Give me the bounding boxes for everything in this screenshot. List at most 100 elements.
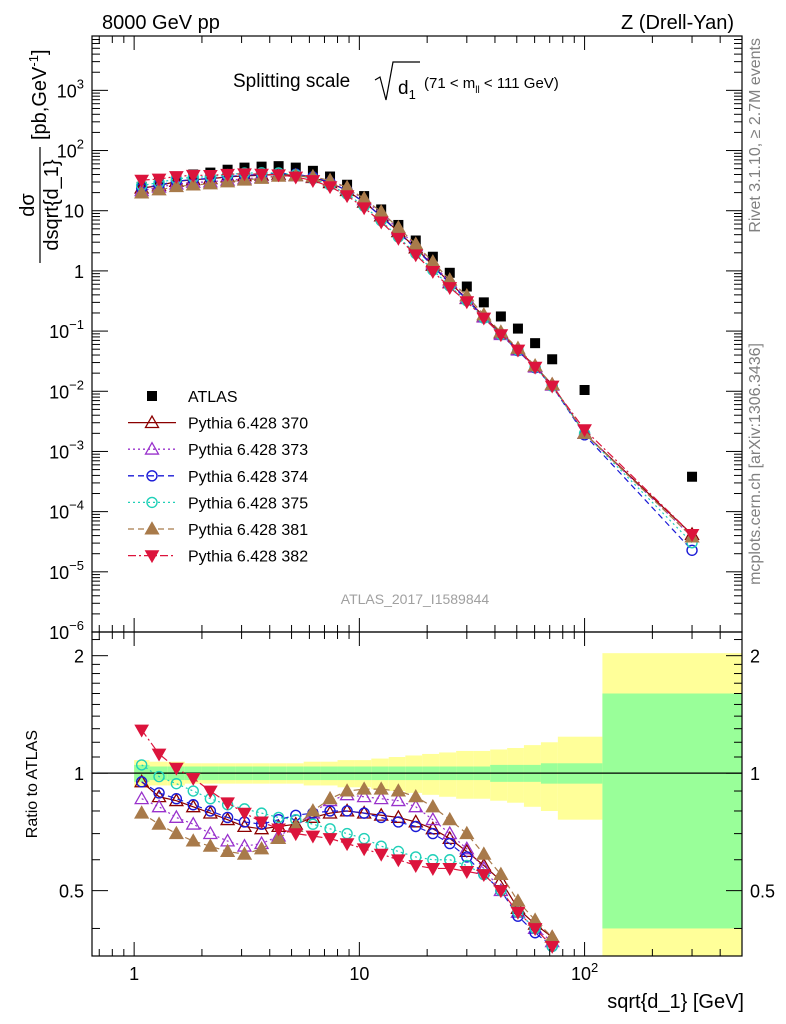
series-p382-ratio-point-shape — [134, 724, 150, 738]
legend-label: Pythia 6.428 370 — [188, 416, 308, 433]
series-p381-ratio-point-shape — [134, 805, 150, 819]
series-p382-point-shape — [459, 296, 475, 310]
y-axis-label: dσ dsqrt{d_1} [pb,GeV-1] — [17, 49, 63, 263]
series-p382-point — [237, 168, 252, 182]
series-p373-ratio-point — [134, 790, 150, 805]
series-p382-point-shape — [185, 169, 201, 183]
y-tick-label: 10−3 — [49, 437, 84, 462]
series-p381-ratio-point — [202, 838, 218, 852]
legend-marker — [146, 470, 158, 482]
legend-label: Pythia 6.428 381 — [188, 522, 308, 539]
series-ATLAS-point-shape — [547, 354, 558, 365]
series-p381-point — [390, 219, 406, 234]
series-p374-ratio-point — [461, 851, 473, 863]
legend-label: Pythia 6.428 382 — [188, 549, 308, 566]
series-p381-point — [202, 176, 218, 190]
series-p382-point — [544, 380, 560, 394]
series-p374-ratio-point — [204, 805, 217, 817]
series-p375-ratio-point-shape — [135, 759, 148, 771]
series-p381-point — [168, 178, 184, 193]
series-ATLAS-point — [495, 311, 506, 322]
series-p381-ratio-point — [134, 805, 150, 819]
series-p375-ratio-point — [307, 818, 319, 830]
series-ATLAS-point — [461, 281, 472, 292]
header-collision-label: 8000 GeV pp — [102, 12, 220, 34]
series-p381-ratio-point — [322, 790, 338, 805]
series-p381-ratio-point-shape — [476, 846, 492, 860]
series-p382-point — [339, 190, 355, 204]
series-p374-ratio-point-shape — [461, 851, 473, 863]
series-p382-ratio-point — [271, 823, 286, 837]
legend: ATLAS Pythia 6.428 370 Pythia 6.428 373 Pyt… — [128, 389, 308, 566]
series-p374-ratio-point — [135, 776, 148, 788]
series-p381-ratio-point-shape — [373, 781, 389, 795]
ratio-y-tick-label-right: 0.5 — [750, 882, 775, 902]
series-p382-point-shape — [151, 173, 167, 187]
series-p370-ratio-point-shape — [322, 805, 338, 819]
series-p373-ratio-point — [408, 798, 424, 813]
series-p375-ratio-point-shape — [153, 770, 165, 783]
series-ATLAS-point-shape — [273, 161, 284, 172]
series-p374-ratio-point — [375, 811, 387, 824]
series-p381-line — [141, 175, 693, 538]
series-p382-ratio-point-shape — [544, 940, 560, 954]
axes: 1 10 10210310210110−110−210−310−410−510−60… — [49, 35, 775, 984]
series-p381-ratio-point-shape — [442, 811, 458, 826]
series-p374-ratio-point — [410, 820, 422, 833]
series-p382-ratio-point — [254, 816, 269, 830]
series-p373-ratio-point-shape — [151, 798, 167, 813]
ratio-y-tick-label-right: 1 — [750, 764, 760, 784]
series-p382-ratio-point — [493, 885, 509, 899]
series-p382-ratio-point — [220, 797, 235, 811]
y-tick-label: 10−4 — [49, 498, 84, 523]
series-p375-ratio-point-shape — [307, 818, 319, 830]
series-p382-point-shape — [356, 202, 372, 216]
series-p382-point — [510, 344, 526, 358]
series-ATLAS-point-shape — [579, 384, 590, 395]
series-p382-ratio-point-shape — [442, 863, 458, 876]
series-p381-ratio-point-shape — [151, 816, 167, 830]
series-p381-point-shape — [408, 236, 424, 250]
series-p373-ratio-point-shape — [185, 816, 201, 830]
series-p381-ratio-point-shape — [202, 838, 218, 852]
legend-marker — [144, 441, 160, 455]
series-p382-ratio-point-shape — [185, 772, 201, 786]
x-tick-label: 10 — [349, 964, 369, 984]
chart-title: Splitting scale — [233, 71, 350, 92]
series-p382-ratio-point-shape — [288, 828, 304, 842]
series-p374-ratio-point — [392, 816, 405, 828]
series-p382-ratio-point-shape — [425, 863, 441, 876]
series-ATLAS-point — [530, 338, 541, 349]
series-p373-ratio-point-shape — [425, 811, 441, 826]
series-p382-ratio-point — [356, 843, 372, 857]
series-p382-point — [476, 312, 492, 326]
series-p381-ratio-point — [373, 781, 389, 795]
ratio-y-axis-label: Ratio to ATLAS — [24, 730, 41, 838]
series-p381-ratio-point — [408, 788, 424, 803]
series-p381-ratio-point — [185, 833, 201, 847]
y-tick-label: 10−1 — [49, 317, 84, 342]
series-p382-point-shape — [577, 424, 592, 438]
series-p382-ratio-point-shape — [408, 860, 424, 873]
legend-item-p381: Pythia 6.428 381 — [128, 521, 308, 539]
series-p381-ratio-point — [219, 843, 236, 857]
series-p373-ratio-point-shape — [356, 788, 372, 803]
series-ATLAS-point — [547, 354, 558, 365]
series-p375-ratio-point — [170, 777, 183, 790]
series-p381-ratio-point-shape — [408, 788, 424, 803]
series-p381-ratio-point — [476, 846, 492, 860]
series-p381-ratio-point-shape — [305, 803, 321, 817]
legend-label: Pythia 6.428 375 — [188, 495, 308, 512]
y-tick-label: 10−6 — [49, 618, 84, 643]
series-ATLAS-point-shape — [478, 297, 489, 308]
series-p382-point-shape — [220, 168, 235, 182]
series-ATLAS-point — [290, 162, 301, 173]
series-p382-point — [391, 232, 406, 246]
series-ATLAS-point — [478, 297, 489, 308]
series-p374-ratio-point-shape — [375, 811, 387, 824]
legend-marker-shape — [146, 470, 158, 482]
series-p382-point-shape — [527, 361, 543, 375]
series-p370-ratio-point-shape — [202, 805, 218, 819]
y-axis-label-numerator: dσ — [17, 193, 39, 217]
series-p381-ratio-point — [151, 816, 167, 830]
